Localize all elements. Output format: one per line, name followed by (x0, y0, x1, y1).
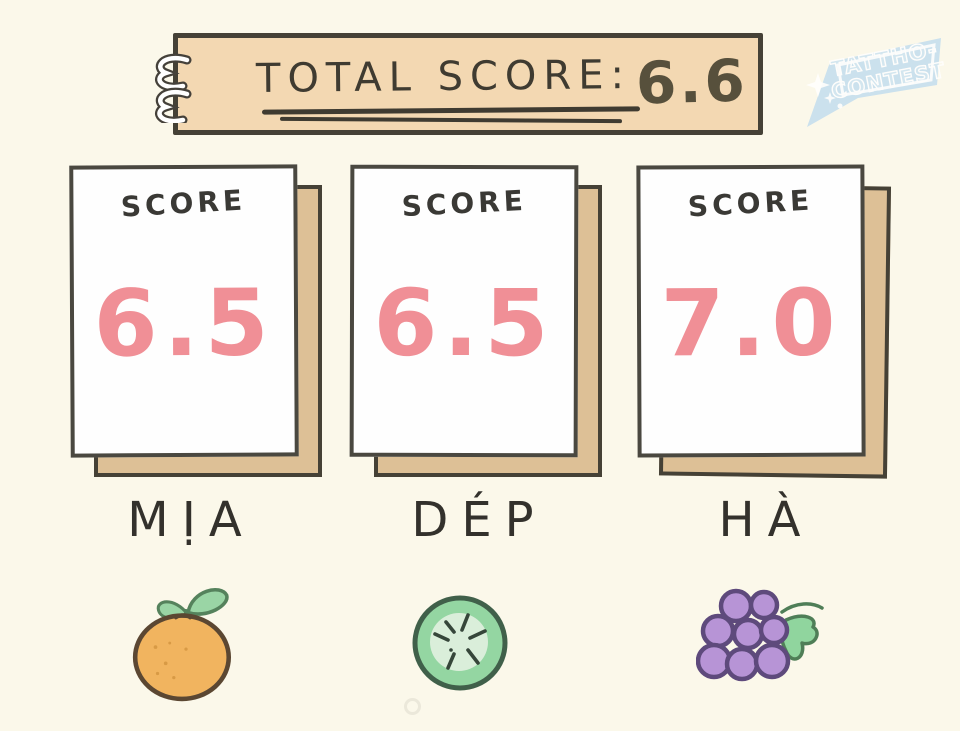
binder-rings-icon (155, 53, 192, 123)
total-score-value: 6.6 (635, 46, 749, 118)
card-front-sheet: SCORE 7.0 (636, 164, 866, 458)
score-card-dep: SCORE 6.5 (349, 164, 608, 485)
underline-stroke (261, 106, 641, 115)
tangerine-speckles (153, 641, 188, 680)
score-label: SCORE (119, 183, 247, 224)
tangerine-icon (132, 587, 232, 702)
binder-ring-bottom (155, 87, 192, 123)
grapes-icon (696, 588, 824, 682)
contestant-name: HÀ (718, 492, 814, 548)
faint-watermark-circle (404, 698, 421, 715)
contest-watermark-badge: TATTHO- CONTEST (806, 36, 948, 127)
score-value: 7.0 (660, 269, 842, 378)
grape-stem (780, 602, 824, 614)
total-score-label: TOTAL SCORE: (255, 52, 632, 102)
score-label: SCORE (687, 183, 814, 224)
cucumber-slice-icon (412, 595, 508, 691)
contestant-name: MỊA (127, 492, 255, 548)
badge-text: TATTHO- CONTEST (828, 36, 948, 104)
score-value: 6.5 (373, 269, 555, 378)
score-card-ha: SCORE 7.0 (636, 164, 895, 485)
tangerine-body (132, 613, 232, 702)
total-score-banner: TOTAL SCORE: 6.6 (155, 33, 763, 135)
card-front-sheet: SCORE 6.5 (349, 164, 579, 458)
binder-ring-top (155, 53, 192, 92)
contestant-name: DÉP (411, 492, 547, 548)
grape-berries (696, 588, 791, 682)
card-front-sheet: SCORE 6.5 (69, 164, 299, 458)
badge-stars-icon (806, 73, 843, 109)
cucumber-seeds (433, 613, 487, 670)
badge-inner-border (836, 43, 936, 97)
score-label: SCORE (400, 183, 528, 224)
score-card-mia: SCORE 6.5 (69, 164, 328, 485)
score-value: 6.5 (93, 269, 275, 378)
underline-stroke (279, 116, 623, 124)
